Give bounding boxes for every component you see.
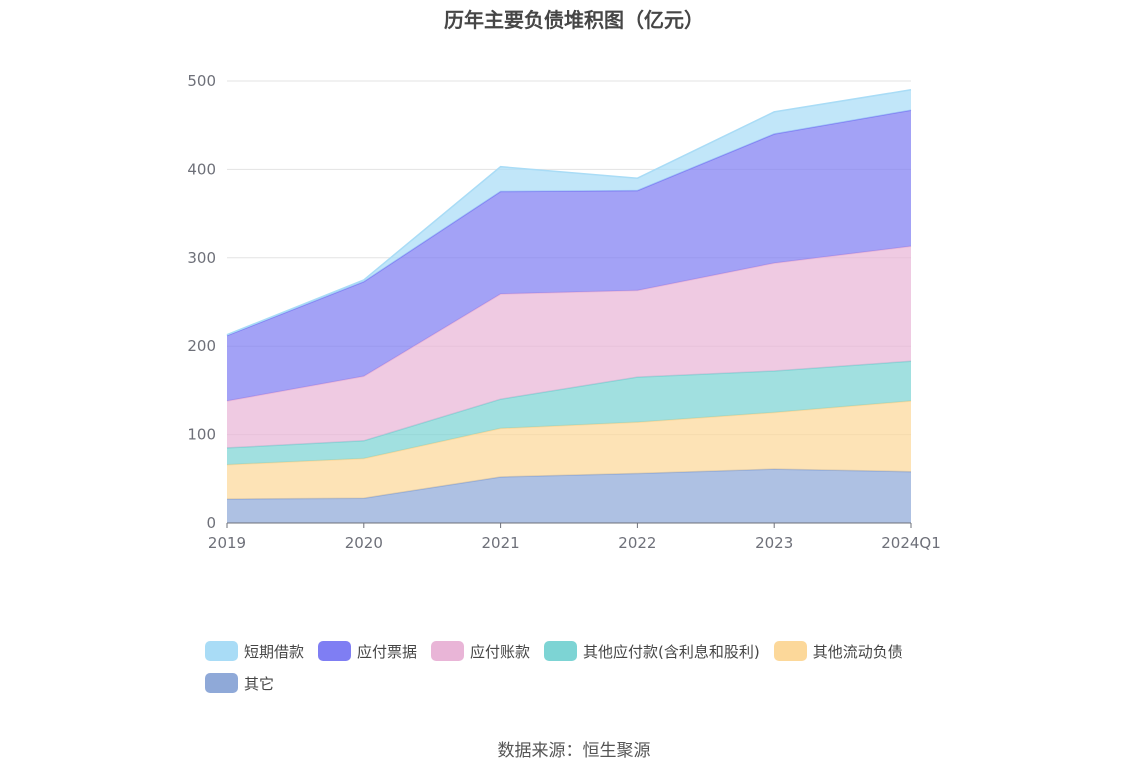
legend-label: 其它: [244, 674, 275, 693]
x-tick-label: 2024Q1: [881, 534, 941, 552]
legend-label: 应付账款: [470, 642, 531, 661]
legend-swatch: [431, 641, 465, 661]
legend-item[interactable]: 其他流动负债: [773, 638, 903, 664]
area-series-2: [227, 361, 911, 465]
series-line-5: [226, 89, 912, 336]
x-tick-label: 2022: [618, 534, 656, 552]
legend: 短期借款 应付票据 应付账款 其他应付款(含利息和股利) 其他流动负债其它: [205, 638, 965, 702]
legend-label: 短期借款: [244, 642, 305, 661]
legend-swatch: [544, 641, 578, 661]
y-tick-label: 100: [187, 426, 216, 444]
area-series: [226, 89, 912, 523]
area-series-4: [227, 110, 911, 401]
legend-item[interactable]: 应付账款: [431, 638, 530, 664]
axes: 0 100 200 300 400 500 2019 2020 2021 2022 2023 2024…: [187, 72, 940, 552]
area-series-5: [227, 89, 911, 336]
chart-title: 历年主要负债堆积图（亿元）: [444, 8, 704, 32]
area-series-3: [227, 246, 911, 448]
y-tick-label: 300: [187, 249, 216, 267]
legend-label: 其他应付款(含利息和股利): [583, 642, 760, 661]
legend-swatch: [205, 641, 238, 661]
legend-label: 其他流动负债: [812, 642, 903, 661]
x-tick-label: 2021: [482, 534, 520, 552]
x-tick-label: 2020: [345, 534, 383, 552]
legend-item[interactable]: 其它: [205, 670, 274, 696]
y-tick-label: 500: [187, 72, 216, 90]
data-source: 数据来源：恒生聚源: [497, 741, 651, 761]
legend-item[interactable]: 应付票据: [318, 638, 417, 664]
y-tick-label: 200: [187, 337, 216, 355]
x-tick-label: 2023: [755, 534, 793, 552]
legend-item[interactable]: 其他应付款(含利息和股利): [544, 638, 760, 664]
legend-swatch: [205, 673, 238, 693]
legend-item[interactable]: 短期借款: [205, 638, 304, 664]
legend-swatch: [318, 641, 352, 661]
legend-swatch: [773, 641, 807, 661]
area-series-0: [227, 469, 911, 523]
legend-label: 应付票据: [357, 642, 418, 661]
y-tick-label: 400: [187, 160, 216, 178]
x-tick-label: 2019: [208, 534, 246, 552]
area-series-1: [227, 401, 911, 500]
y-tick-label: 0: [206, 514, 216, 532]
